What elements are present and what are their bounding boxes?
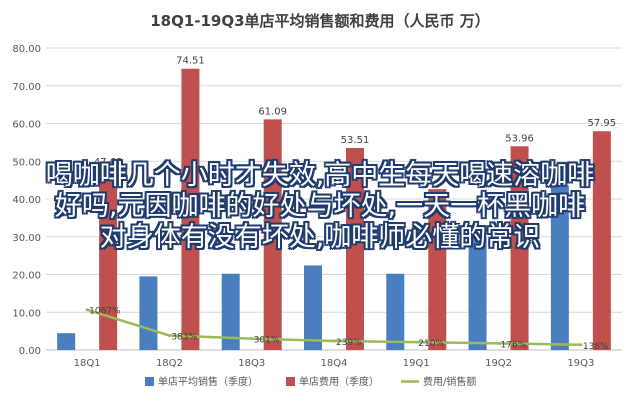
y-tick-label: 60.00 (12, 120, 41, 131)
y-tick-label: 40.00 (12, 195, 41, 206)
bar (550, 185, 569, 350)
line-point (497, 341, 501, 345)
line-data-label: 383% (171, 333, 197, 343)
x-tick-label: 18Q2 (156, 358, 183, 369)
bar (99, 170, 118, 350)
x-tick-label: 19Q2 (485, 358, 512, 369)
bar (57, 333, 76, 350)
bar-data-label: 53.51 (341, 135, 370, 146)
bar-data-label: 47.63 (94, 157, 123, 168)
x-tick-label: 18Q1 (74, 358, 101, 369)
bar (139, 276, 158, 350)
bar (346, 147, 364, 350)
bar-data-label: 74.51 (176, 56, 205, 67)
bar (221, 273, 240, 350)
bar-data-label: 57.95 (588, 118, 617, 129)
line-point (167, 334, 171, 338)
x-tick-label: 19Q1 (403, 358, 430, 369)
bar (181, 68, 200, 351)
x-tick-label: 19Q3 (567, 358, 594, 369)
overlay-caption: 喝咖啡几个小时才失效,高中生每天喝速溶咖啡 好吗,元因咖啡的好处与坏处,一天一杯… (0, 160, 640, 253)
line-data-label: 176% (501, 340, 527, 350)
legend-label: 单店平均销售（季度） (158, 375, 258, 388)
y-tick-label: 70.00 (12, 82, 41, 93)
y-tick-label: 0.00 (19, 346, 41, 357)
bar-data-label: 61.09 (258, 106, 287, 117)
line-data-label: 1067% (89, 307, 121, 317)
y-tick-label: 30.00 (12, 233, 41, 244)
line-data-label: 138% (583, 342, 609, 352)
legend-label: 费用/销售额 (423, 375, 476, 388)
bar-data-label: 53.96 (505, 133, 534, 144)
bar (510, 146, 529, 350)
x-tick-label: 18Q3 (238, 358, 265, 369)
legend-swatch (145, 377, 154, 386)
bar (592, 131, 611, 350)
bar (263, 119, 282, 350)
bar (428, 189, 447, 350)
line-point (579, 343, 583, 347)
line-point (414, 340, 418, 344)
y-tick-label: 10.00 (12, 308, 41, 319)
chart-title: 18Q1-19Q3单店平均销售额和费用（人民币 万） (150, 12, 490, 30)
y-tick-label: 50.00 (12, 157, 41, 168)
line-data-label: 210% (418, 339, 444, 349)
overlay-line-1: 喝咖啡几个小时才失效,高中生每天喝速溶咖啡 (45, 160, 595, 191)
bar (386, 273, 405, 350)
line-data-label: 239% (336, 338, 362, 348)
legend-swatch (286, 377, 295, 386)
bar (304, 265, 322, 350)
x-tick-label: 18Q4 (321, 358, 348, 369)
line-point (332, 339, 336, 343)
bar (468, 237, 487, 350)
overlay-line-3: 对身体有没有坏处,咖啡师必懂的常识 (99, 222, 541, 253)
line-point (85, 308, 89, 312)
y-tick-label: 20.00 (12, 271, 41, 282)
line-point (250, 337, 254, 341)
legend-label: 单店费用（季度） (299, 375, 379, 388)
overlay-line-2: 好吗,元因咖啡的好处与坏处,一天一杯黑咖啡 (54, 191, 586, 222)
y-tick-label: 80.00 (12, 44, 41, 55)
line-data-label: 301% (254, 336, 280, 346)
